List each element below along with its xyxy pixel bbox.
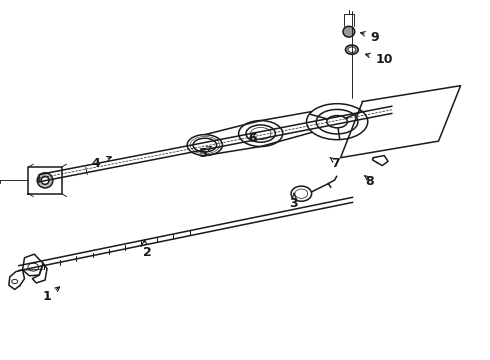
Text: 9: 9 <box>370 31 379 44</box>
Ellipse shape <box>343 26 355 37</box>
Text: 7: 7 <box>331 157 340 170</box>
Text: 1: 1 <box>42 291 51 303</box>
Text: 6: 6 <box>248 132 257 145</box>
Text: 4: 4 <box>91 157 100 170</box>
Text: 2: 2 <box>143 246 151 258</box>
Text: 5: 5 <box>199 147 208 159</box>
Text: 10: 10 <box>376 53 393 66</box>
Ellipse shape <box>41 176 49 184</box>
Ellipse shape <box>348 47 356 53</box>
Ellipse shape <box>37 173 53 188</box>
Ellipse shape <box>345 45 358 54</box>
Text: 8: 8 <box>366 175 374 188</box>
Text: 3: 3 <box>290 197 298 210</box>
